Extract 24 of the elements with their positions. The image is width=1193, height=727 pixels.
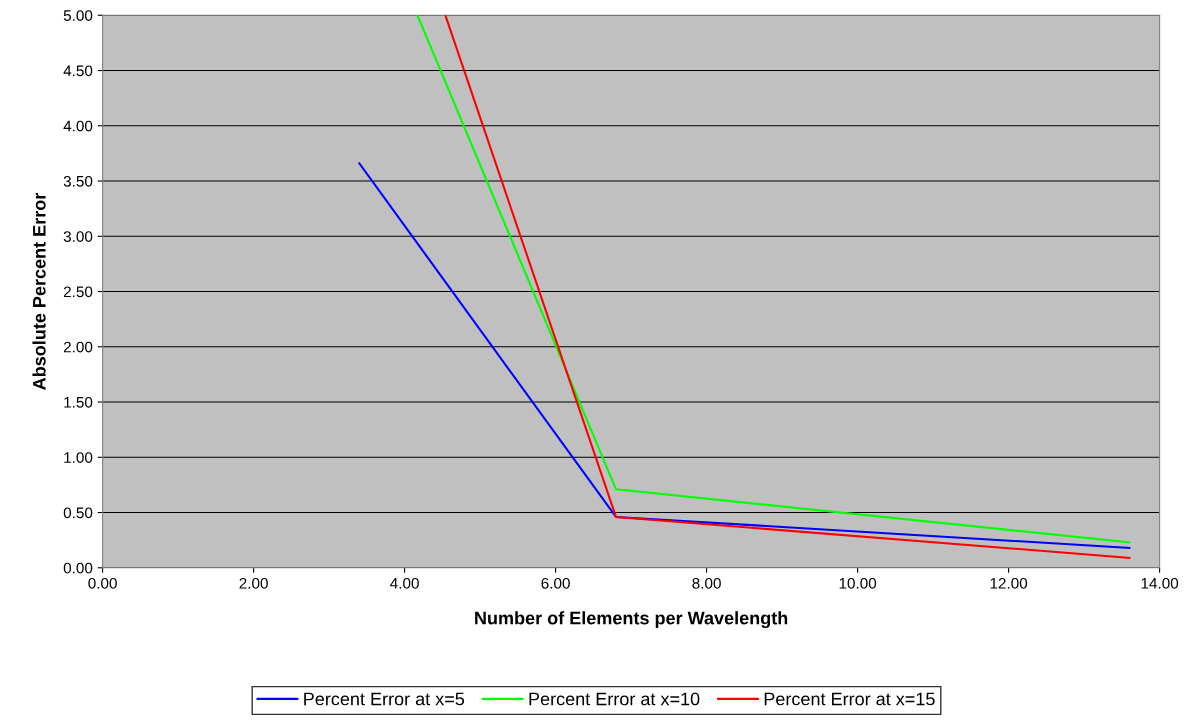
x-tick-label: 14.00	[1141, 577, 1179, 589]
y-tick-label: 3.50	[63, 175, 93, 187]
x-tick-label: 2.00	[239, 577, 268, 589]
x-axis-title: Number of Elements per Wavelength	[475, 611, 788, 629]
y-tick-label: 0.50	[63, 507, 93, 519]
y-tick-label: 4.00	[63, 120, 93, 132]
x-tick-label: 4.00	[390, 577, 419, 589]
legend-label: Percent Error at x=15	[764, 692, 935, 706]
legend-label: Percent Error at x=5	[304, 692, 465, 706]
y-tick-label: 2.00	[63, 341, 93, 353]
y-tick-label: 1.00	[64, 452, 93, 463]
y-tick-label: 4.50	[63, 65, 93, 77]
x-tick-label: 10.00	[839, 577, 877, 589]
x-tick-label: 8.00	[692, 577, 721, 589]
x-tick-label: 6.00	[541, 577, 570, 589]
y-tick-label: 2.50	[63, 286, 93, 298]
y-tick-label: 3.00	[63, 231, 93, 242]
y-axis-title: Absolute Percent Error	[32, 192, 46, 390]
y-tick-label: 0.00	[63, 562, 93, 574]
y-tick-label: 1.50	[64, 396, 93, 408]
x-tick-label: 0.00	[88, 577, 117, 589]
y-tick-label: 5.00	[63, 10, 93, 21]
x-tick-label: 12.00	[990, 577, 1028, 589]
legend-label: Percent Error at x=10	[529, 692, 700, 706]
